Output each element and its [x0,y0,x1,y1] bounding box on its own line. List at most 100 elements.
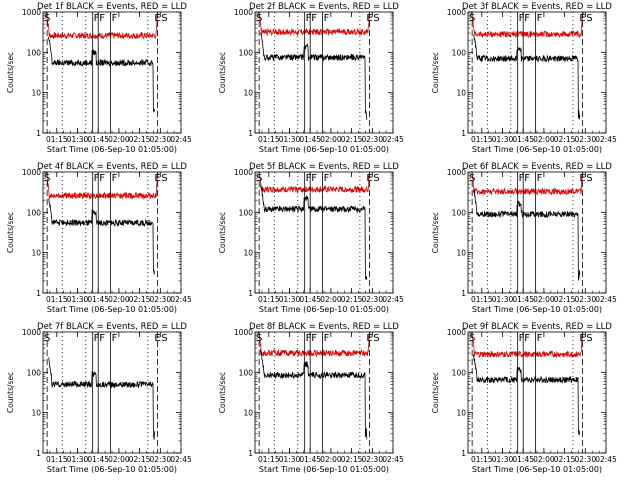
marker-label: F [537,173,543,184]
marker-label: S [469,333,475,344]
lld-series-line [471,172,583,196]
y-tick-label: 100 [27,48,42,57]
marker-label: S [586,13,592,24]
y-tick-label: 10 [456,249,466,258]
y-tick-label: 10 [31,249,41,258]
marker-label: F [524,173,530,184]
y-tick-label: 1 [248,289,253,298]
marker-label: F [324,13,330,24]
plot-area [45,12,159,113]
plot-area [471,172,583,281]
y-tick-label: 1000 [234,8,253,17]
marker-label: E [579,13,585,24]
x-axis-label: Start Time (06-Sep-10 01:05:00) [47,305,177,314]
x-tick-label: 02:15 [341,135,363,144]
marker-label: S [373,13,379,24]
x-tick-label: 02:30 [574,295,596,304]
x-tick-label: 02:00 [320,455,342,464]
axes-frame [467,11,607,134]
x-tick-label: 01:15 [471,295,493,304]
x-tick-label: 02:00 [533,455,555,464]
plot-area [258,172,370,280]
lld-series-line [45,12,159,40]
y-tick-label: 10 [456,89,466,98]
y-tick-label: 1 [36,129,41,138]
x-tick-label: 01:30 [67,135,89,144]
y-tick-label: 1000 [22,168,41,177]
lld-series-line [257,332,371,358]
x-tick-label: 01:45 [299,295,321,304]
x-tick-label: 01:45 [512,135,534,144]
x-axis-label: Start Time (06-Sep-10 01:05:00) [259,465,389,474]
marker-label: F [524,333,530,344]
axes-frame [467,331,607,454]
x-tick-label: 01:45 [299,135,321,144]
x-tick-label: 02:00 [108,455,130,464]
x-tick-label: 01:15 [471,135,493,144]
x-tick-label: 02:15 [554,135,576,144]
y-tick-label: 1000 [22,8,41,17]
marker-label: E [154,333,160,344]
y-tick-label: 1000 [447,328,466,337]
x-tick-label: 02:15 [129,135,151,144]
marker-label: F [94,173,100,184]
plot-area [470,12,584,120]
x-tick-label: 02:30 [574,135,596,144]
x-tick-label: 01:30 [67,455,89,464]
x-tick-label: 01:30 [492,455,514,464]
axes-frame [42,331,182,454]
x-tick-label: 01:30 [279,135,301,144]
marker-label: E [366,333,372,344]
marker-label: F [311,13,317,24]
marker-label: E [366,173,372,184]
marker-label: S [44,333,50,344]
x-axis-label: Start Time (06-Sep-10 01:05:00) [47,145,177,154]
marker-label: F [537,13,543,24]
marker-label: F [311,173,317,184]
plot-area [257,332,371,440]
x-axis-label: Start Time (06-Sep-10 01:05:00) [472,145,602,154]
marker-label: S [161,173,167,184]
y-tick-label: 100 [239,368,254,377]
y-tick-label: 100 [452,208,467,217]
lld-series-line [258,172,370,194]
x-tick-label: 02:45 [170,455,192,464]
panel-title: Det 4f BLACK = Events, RED = LLD [37,162,187,172]
y-axis-label: Counts/sec [218,52,227,93]
marker-label: F [519,13,525,24]
x-tick-label: 02:00 [533,295,555,304]
plot-area [48,357,156,440]
marker-label: S [44,13,50,24]
y-tick-label: 1000 [234,328,253,337]
marker-label: S [469,13,475,24]
x-tick-label: 02:30 [361,135,383,144]
x-tick-label: 01:45 [87,455,109,464]
y-tick-label: 10 [243,89,253,98]
y-axis-label: Counts/sec [431,372,440,413]
x-tick-label: 01:15 [258,295,280,304]
panel-title: Det 8f BLACK = Events, RED = LLD [249,322,399,332]
y-tick-label: 1000 [234,168,253,177]
x-tick-label: 02:00 [320,135,342,144]
y-tick-label: 10 [456,409,466,418]
y-tick-label: 100 [452,368,467,377]
events-series-line [473,34,581,120]
x-tick-label: 02:45 [595,135,617,144]
marker-label: F [99,173,105,184]
x-tick-label: 02:00 [320,295,342,304]
x-tick-label: 02:45 [595,455,617,464]
marker-label: S [161,333,167,344]
y-tick-label: 1 [461,129,466,138]
marker-label: F [306,13,312,24]
events-series-line [48,198,156,275]
x-tick-label: 01:15 [258,135,280,144]
y-tick-label: 1000 [447,8,466,17]
